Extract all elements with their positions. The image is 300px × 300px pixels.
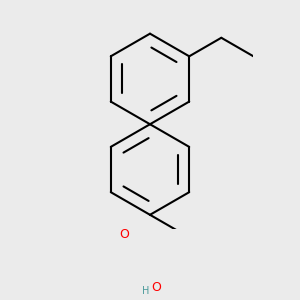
Text: H: H	[142, 286, 150, 296]
Text: O: O	[151, 281, 161, 294]
Text: O: O	[119, 228, 129, 241]
